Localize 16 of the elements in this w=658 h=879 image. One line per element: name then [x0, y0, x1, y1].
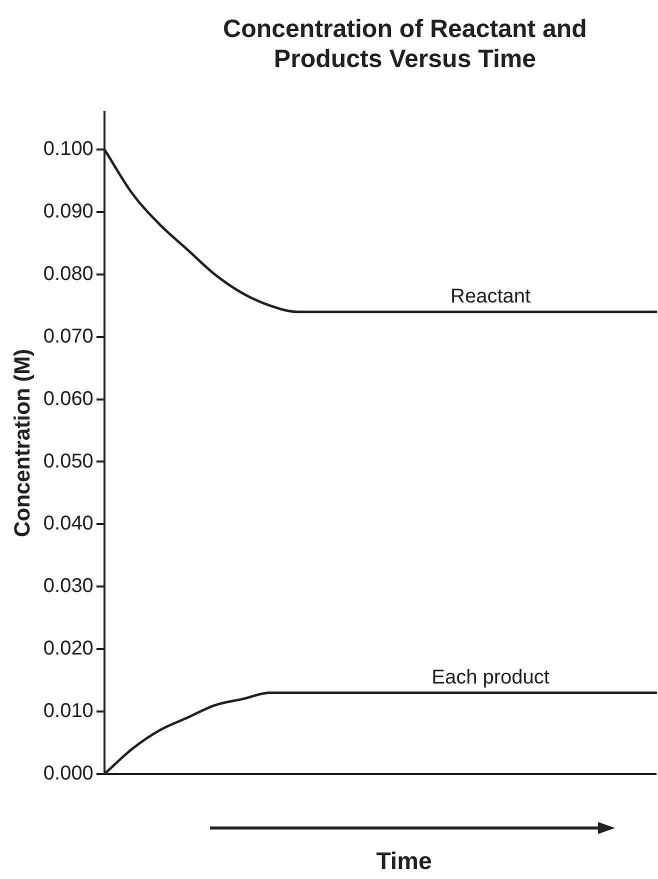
- y-tick-label: 0.090: [43, 200, 94, 222]
- y-tick-label: 0.060: [43, 388, 94, 410]
- y-tick-label: 0.010: [43, 700, 94, 722]
- x-axis-title: Time: [375, 848, 433, 876]
- y-tick-label: 0.020: [43, 638, 94, 660]
- y-tick-label: 0.050: [43, 450, 94, 472]
- series-label: Reactant: [450, 285, 531, 308]
- series-label: Each product: [432, 666, 550, 688]
- y-tick-label: 0.100: [43, 138, 94, 160]
- y-tick-label: 0.040: [43, 512, 94, 535]
- chart-title: Concentration of Reactant and Products Versus Time: [222, 14, 588, 74]
- y-tick-label: 0.070: [43, 325, 94, 348]
- y-tick-label: 0.080: [43, 262, 94, 285]
- y-tick-label: 0.000: [43, 762, 94, 785]
- y-axis-title: Concentration (M): [9, 348, 34, 538]
- y-tick-label: 0.030: [43, 575, 94, 598]
